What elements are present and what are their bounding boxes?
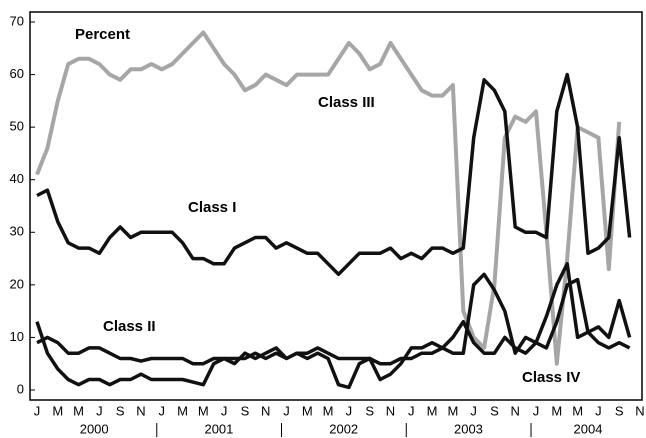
x-tick-label: J [96, 403, 103, 418]
x-tick-label: M [52, 403, 63, 418]
year-label: 2002 [329, 421, 358, 436]
series-label: Class II [103, 318, 156, 335]
series-line [35, 262, 631, 390]
x-tick-label: M [73, 403, 84, 418]
x-tick-label: J [34, 403, 41, 418]
x-tick-label: J [408, 403, 415, 418]
x-tick-label: N [635, 403, 644, 418]
series-label: Class I [188, 199, 236, 216]
x-tick-label: N [386, 403, 395, 418]
x-tick-label: N [511, 403, 520, 418]
x-tick-label: J [533, 403, 540, 418]
x-tick-label: M [302, 403, 313, 418]
year-label: 2003 [454, 421, 483, 436]
y-tick-label: 20 [10, 276, 24, 291]
x-tick-label: J [470, 403, 477, 418]
x-tick-label: S [365, 403, 374, 418]
x-tick-label: S [116, 403, 125, 418]
x-tick-label: N [136, 403, 145, 418]
y-tick-label: 40 [10, 171, 24, 186]
x-tick-label: J [159, 403, 166, 418]
plot-frame [29, 11, 643, 401]
x-tick-label: M [572, 403, 583, 418]
x-tick-label: M [447, 403, 458, 418]
series-line [36, 72, 632, 277]
x-tick-label: M [177, 403, 188, 418]
y-tick-label: 30 [10, 224, 24, 239]
x-tick-label: M [198, 403, 209, 418]
year-label: 2001 [204, 421, 233, 436]
x-tick-label: S [490, 403, 499, 418]
series-label: Class III [318, 94, 375, 111]
x-tick-label: J [221, 403, 228, 418]
x-tick-label: M [323, 403, 334, 418]
y-tick-label: 50 [10, 119, 24, 134]
x-tick-label: J [346, 403, 353, 418]
x-tick-label: S [241, 403, 250, 418]
x-tick-label: J [595, 403, 602, 418]
year-label: 2004 [574, 421, 603, 436]
x-tick-label: N [261, 403, 270, 418]
x-tick-label: M [551, 403, 562, 418]
y-tick-label: 70 [10, 13, 24, 28]
x-tick-label: J [283, 403, 290, 418]
y-tick-label: 10 [10, 329, 24, 344]
series-label: Class IV [522, 369, 580, 386]
x-tick-label: S [615, 403, 624, 418]
y-tick-label: 60 [10, 66, 24, 81]
chart-title: Percent [75, 26, 130, 43]
x-tick-label: M [427, 403, 438, 418]
series-line [36, 272, 632, 366]
y-tick-label: 0 [17, 381, 24, 396]
year-label: 2000 [80, 421, 109, 436]
series-line [35, 30, 622, 366]
